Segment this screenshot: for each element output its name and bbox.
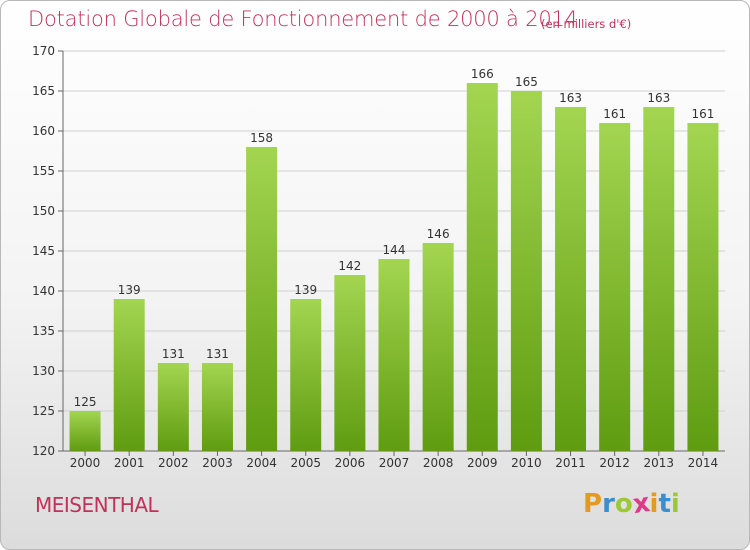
logo-letter: t — [658, 489, 671, 519]
bar-2007 — [378, 259, 410, 451]
x-tick-label: 2009 — [467, 456, 498, 470]
x-tick-label: 2001 — [114, 456, 145, 470]
y-tick-label: 155 — [32, 164, 55, 178]
bar-2013 — [643, 107, 675, 451]
data-label: 163 — [559, 91, 582, 105]
x-tick-label: 2003 — [202, 456, 233, 470]
x-tick-label: 2012 — [599, 456, 630, 470]
bar-2004 — [246, 147, 278, 451]
x-tick-label: 2000 — [70, 456, 101, 470]
bar-2005 — [290, 299, 322, 451]
bar-2012 — [599, 123, 631, 451]
y-tick-label: 120 — [32, 444, 55, 458]
x-tick-label: 2014 — [688, 456, 719, 470]
bar-2001 — [113, 299, 145, 451]
data-label: 161 — [603, 107, 626, 121]
logo-letter: r — [602, 489, 615, 519]
data-label: 139 — [118, 283, 141, 297]
data-label: 161 — [691, 107, 714, 121]
data-label: 139 — [294, 283, 317, 297]
data-label: 125 — [74, 395, 97, 409]
data-label: 158 — [250, 131, 273, 145]
bar-2014 — [687, 123, 719, 451]
data-label: 146 — [427, 227, 450, 241]
data-label: 131 — [206, 347, 229, 361]
chart-subtitle: (en milliers d'€) — [541, 17, 632, 31]
y-tick-label: 125 — [32, 404, 55, 418]
data-label: 144 — [383, 243, 406, 257]
y-tick-label: 150 — [32, 204, 55, 218]
data-label: 165 — [515, 75, 538, 89]
x-tick-label: 2005 — [290, 456, 321, 470]
y-tick-label: 145 — [32, 244, 55, 258]
x-tick-label: 2013 — [644, 456, 675, 470]
data-label: 166 — [471, 67, 494, 81]
chart-title: Dotation Globale de Fonctionnement de 20… — [28, 7, 578, 31]
bar-2011 — [555, 107, 587, 451]
data-label: 131 — [162, 347, 185, 361]
x-tick-label: 2006 — [335, 456, 366, 470]
bar-2002 — [157, 363, 189, 451]
x-tick-label: 2011 — [555, 456, 586, 470]
x-tick-label: 2010 — [511, 456, 542, 470]
logo-letter: i — [649, 489, 659, 519]
x-tick-label: 2007 — [379, 456, 410, 470]
logo-letter: o — [614, 489, 633, 519]
y-tick-label: 140 — [32, 284, 55, 298]
x-tick-label: 2002 — [158, 456, 189, 470]
bar-2009 — [466, 83, 498, 451]
logo-letter: i — [670, 489, 680, 519]
bars — [69, 83, 719, 451]
bar-2003 — [201, 363, 233, 451]
logo-letter: P — [583, 489, 603, 519]
logo-letter: x — [630, 487, 652, 521]
y-tick-label: 165 — [32, 84, 55, 98]
bar-2000 — [69, 411, 101, 451]
data-labels: 125 139 131 131 158 139 142 144 146 166 165 163 161 1… — [74, 67, 715, 409]
y-tick-label: 135 — [32, 324, 55, 338]
data-label: 163 — [647, 91, 670, 105]
x-tick-label: 2008 — [423, 456, 454, 470]
town-name: MEISENTHAL — [35, 493, 159, 517]
y-tick-label: 160 — [32, 124, 55, 138]
data-label: 142 — [338, 259, 361, 273]
bar-2010 — [510, 91, 542, 451]
proxiti-logo: Proxiti — [583, 487, 680, 521]
bar-2008 — [422, 243, 454, 451]
y-tick-label: 170 — [32, 44, 55, 58]
y-tick-label: 130 — [32, 364, 55, 378]
bar-2006 — [334, 275, 366, 451]
x-tick-label: 2004 — [246, 456, 277, 470]
